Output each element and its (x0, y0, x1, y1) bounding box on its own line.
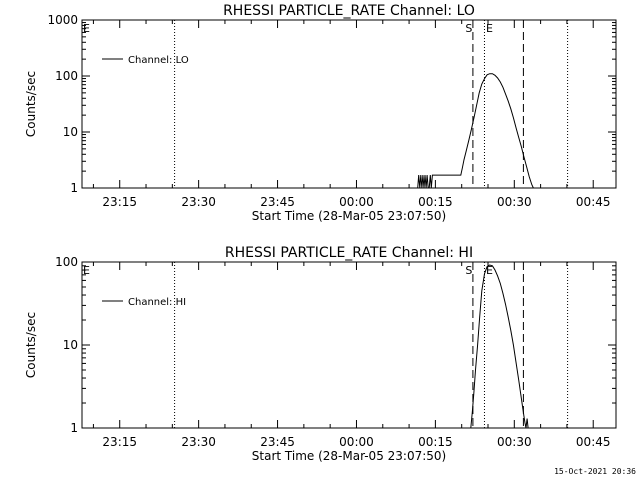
plot-frame (81, 19, 617, 189)
x-tick-label: 23:15 (102, 195, 137, 209)
x-tick-label: 00:00 (339, 435, 374, 449)
y-tick-label: 1 (70, 421, 78, 435)
y-tick-label: 1 (70, 181, 78, 195)
x-tick-label: 00:30 (497, 435, 532, 449)
chart-title: RHESSI PARTICLE_RATE Channel: HI (225, 245, 473, 261)
marker-label-e: E (486, 264, 493, 277)
y-tick-label: 100 (55, 255, 78, 269)
y-tick-label: 10 (63, 125, 78, 139)
side-mark-label: E (83, 264, 90, 277)
y-axis-label: Counts/sec (24, 312, 38, 378)
x-tick-label: 23:15 (102, 435, 137, 449)
x-tick-label: 00:15 (418, 435, 453, 449)
marker-label-e: E (486, 22, 493, 35)
y-tick-label: 1000 (47, 13, 78, 27)
legend-entry: Channel: HI (128, 297, 186, 308)
chart-panel-2: RHESSI PARTICLE_RATE Channel: HI 23:15 23:… (24, 245, 617, 463)
chart-title: RHESSI PARTICLE_RATE Channel: LO (223, 3, 475, 19)
x-tick-label: 00:45 (576, 195, 611, 209)
x-tick-label: 23:30 (181, 195, 216, 209)
series-line (470, 264, 530, 429)
legend-entry: Channel: LO (128, 55, 189, 66)
y-tick-label: 100 (55, 69, 78, 83)
y-tick-label: 10 (63, 338, 78, 352)
x-axis-label: Start Time (28-Mar-05 23:07:50) (252, 449, 446, 463)
series-line (417, 73, 534, 189)
x-tick-label: 00:45 (576, 435, 611, 449)
x-axis-label: Start Time (28-Mar-05 23:07:50) (252, 209, 446, 223)
x-tick-label: 00:30 (497, 195, 532, 209)
x-tick-label: 00:15 (418, 195, 453, 209)
x-tick-label: 23:30 (181, 435, 216, 449)
chart-panel-1: RHESSI PARTICLE_RATE Channel: LO 23:15 23:… (24, 3, 617, 223)
side-mark-label: E (83, 22, 90, 35)
x-tick-label: 23:45 (260, 195, 295, 209)
marker-label-s: S (465, 264, 472, 277)
x-tick-label: 23:45 (260, 435, 295, 449)
y-axis-label: Counts/sec (24, 71, 38, 137)
x-tick-label: 00:00 (339, 195, 374, 209)
plot-frame (81, 261, 617, 429)
marker-label-s: S (465, 22, 472, 35)
